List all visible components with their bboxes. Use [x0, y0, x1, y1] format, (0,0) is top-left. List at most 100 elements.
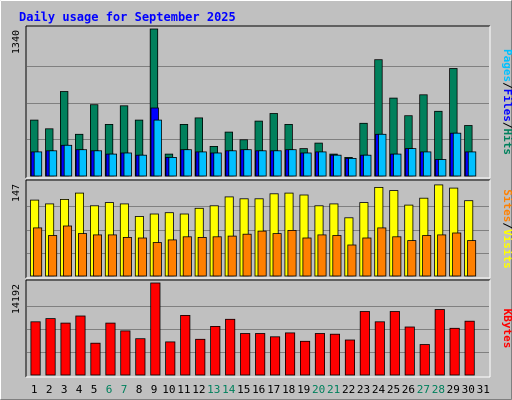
bar-kbytes: [105, 322, 116, 376]
x-tick-label: 6: [106, 383, 113, 396]
bar-pages: [318, 151, 327, 177]
bar-sites: [137, 237, 147, 277]
bar-kbytes: [359, 311, 370, 376]
bar-kbytes: [269, 336, 281, 376]
bar-pages: [452, 132, 462, 177]
bar-pages: [273, 150, 282, 177]
bar-pages: [123, 152, 132, 177]
x-tick-label: 1: [31, 383, 38, 396]
bar-kbytes: [75, 315, 86, 376]
bar-pages: [422, 151, 432, 177]
bar-sites: [33, 227, 43, 277]
bar-pages: [363, 154, 372, 177]
bar-pages: [138, 154, 147, 177]
x-tick-label: 14: [222, 383, 236, 396]
panel-legend: Sites/Visits: [501, 189, 512, 269]
bar-sites: [422, 235, 432, 277]
x-tick-label: 5: [91, 383, 98, 396]
x-tick-label: 23: [357, 383, 370, 396]
bar-pages: [213, 152, 222, 177]
bar-sites: [48, 235, 58, 277]
bar-pages: [153, 119, 162, 177]
x-tick-label: 20: [312, 383, 325, 396]
bar-sites: [272, 233, 282, 277]
bar-pages: [198, 151, 207, 177]
bar-sites: [302, 237, 312, 277]
bar-kbytes: [314, 333, 325, 376]
x-tick-label: 13: [207, 383, 220, 396]
x-tick-label: 2: [46, 383, 53, 396]
x-tick-label: 16: [252, 383, 265, 396]
bar-kbytes: [165, 341, 176, 376]
legend-entry-files: Files: [501, 89, 512, 122]
bar-pages: [48, 150, 58, 177]
bar-kbytes: [135, 338, 146, 376]
x-tick-label: 8: [136, 383, 143, 396]
bar-kbytes: [284, 332, 296, 376]
x-tick-label: 27: [417, 383, 430, 396]
bar-kbytes: [329, 333, 340, 376]
bar-pages: [258, 150, 267, 177]
x-tick-label: 29: [447, 383, 460, 396]
bar-sites: [63, 225, 73, 277]
bar-sites: [407, 240, 417, 277]
x-tick-label: 31: [477, 383, 490, 396]
x-tick-label: 19: [297, 383, 310, 396]
bar-pages: [437, 159, 447, 177]
bar-sites: [377, 227, 387, 277]
bar-sites: [182, 236, 192, 277]
x-tick-label: 24: [372, 383, 386, 396]
x-tick-label: 7: [121, 383, 128, 396]
bar-pages: [378, 133, 387, 177]
bar-kbytes: [225, 318, 236, 376]
x-tick-label: 12: [192, 383, 205, 396]
panel-legend: KBytes: [501, 309, 512, 349]
x-tick-label: 25: [387, 383, 400, 396]
bar-sites: [93, 234, 103, 277]
bar-kbytes: [150, 282, 161, 376]
bar-kbytes: [389, 311, 400, 376]
legend-entry-pages: Pages: [501, 49, 512, 82]
bar-pages: [183, 149, 192, 177]
legend-entry-kbytes: KBytes: [501, 309, 512, 349]
bar-kbytes: [434, 309, 445, 376]
bar-kbytes: [449, 327, 460, 376]
x-tick-label: 22: [342, 383, 355, 396]
bar-pages: [407, 148, 417, 177]
bar-pages: [393, 153, 402, 177]
bar-kbytes: [299, 340, 311, 376]
legend-entry-sites: Sites: [501, 189, 512, 222]
bar-pages: [33, 151, 43, 177]
bar-sites: [437, 234, 447, 277]
bar-sites: [467, 240, 477, 277]
panel-kbytes: 14192 KBytes: [11, 279, 512, 378]
bar-kbytes: [90, 342, 101, 376]
bar-sites: [152, 242, 162, 277]
bar-pages: [288, 149, 297, 177]
bar-sites: [287, 229, 297, 277]
bar-sites: [242, 233, 252, 277]
bar-kbytes: [344, 339, 355, 376]
bar-sites: [362, 237, 372, 277]
x-tick-label: 15: [237, 383, 250, 396]
bar-kbytes: [195, 338, 206, 376]
chart-title: Daily usage for September 2025: [19, 10, 236, 24]
bar-sites: [317, 234, 327, 277]
bar-sites: [107, 234, 117, 277]
x-tick-label: 10: [162, 383, 175, 396]
bar-sites: [212, 236, 222, 277]
bar-pages: [168, 156, 177, 177]
bar-sites: [347, 244, 357, 277]
bar-pages: [243, 149, 252, 177]
x-axis-labels: 1 2 3 4 5 6 7 8 9 10 11 12 13 14 15 16 17 18 19 20 21 22 23 24 2…: [31, 383, 490, 396]
bar-kbytes: [180, 314, 191, 376]
bar-kbytes: [464, 320, 475, 376]
bar-kbytes: [60, 322, 71, 376]
x-tick-label: 3: [61, 383, 68, 396]
bar-kbytes: [240, 333, 251, 376]
bar-kbytes: [255, 333, 266, 376]
bar-kbytes: [30, 321, 41, 376]
bar-pages: [303, 152, 312, 177]
